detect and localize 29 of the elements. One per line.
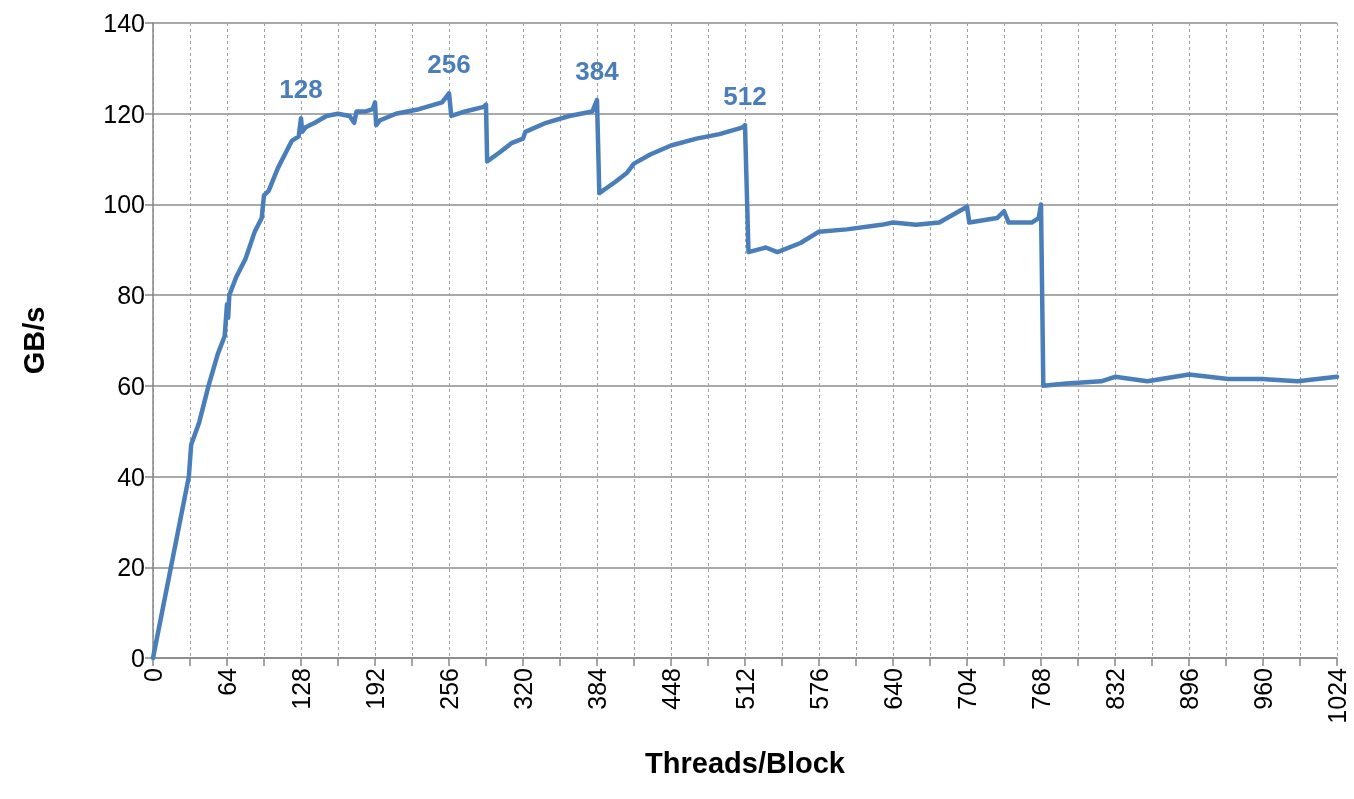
x-tick-label: 64	[213, 667, 241, 696]
x-tick-label: 960	[1249, 668, 1277, 710]
x-tick-label: 384	[583, 667, 611, 710]
y-tick-label: 100	[103, 190, 145, 219]
x-tick-label: 768	[1027, 668, 1055, 710]
x-tick-label: 896	[1175, 668, 1203, 710]
y-tick-label: 120	[103, 99, 145, 128]
x-axis-title: Threads/Block	[645, 746, 846, 779]
y-tick-label: 80	[117, 281, 145, 310]
y-tick-label: 60	[117, 371, 145, 400]
y-tick-label: 20	[117, 553, 145, 582]
x-tick-label: 192	[361, 668, 389, 710]
x-tick-label: 512	[731, 668, 759, 710]
x-tick-label: 704	[953, 667, 981, 710]
y-tick-label: 140	[103, 9, 145, 37]
annotation: 256	[427, 49, 471, 80]
x-tick-label: 448	[657, 668, 685, 710]
y-axis-title: GB/s	[17, 306, 50, 375]
x-tick-label: 256	[435, 668, 463, 710]
x-tick-label: 128	[287, 668, 315, 710]
annotation: 384	[575, 56, 620, 87]
x-tick-label: 832	[1101, 668, 1129, 710]
annotation: 128	[279, 74, 323, 105]
y-tick-label: 40	[117, 462, 145, 491]
x-tick-label: 320	[509, 668, 537, 710]
annotation: 512	[723, 81, 767, 112]
x-tick-label: 576	[805, 668, 833, 710]
x-tick-label: 1024	[1323, 667, 1351, 724]
x-tick-label: 640	[879, 668, 907, 710]
